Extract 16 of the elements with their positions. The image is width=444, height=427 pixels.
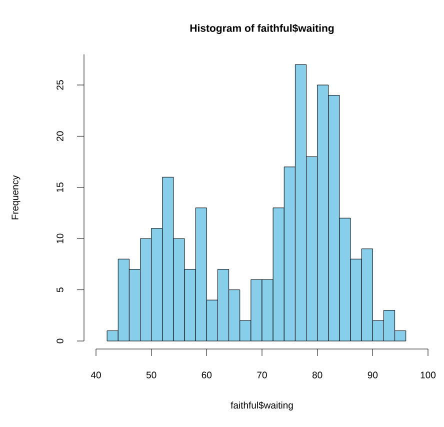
- y-axis-title: Frequency: [12, 175, 20, 220]
- x-tick-label: 80: [312, 372, 322, 378]
- x-tick-label: 50: [146, 372, 156, 378]
- y-tick-label: 5: [56, 288, 64, 292]
- x-tick-label: 100: [420, 372, 436, 378]
- x-tick-label: 70: [257, 372, 267, 378]
- y-tick-label: 25: [56, 80, 64, 90]
- y-tick-label: 15: [56, 182, 64, 192]
- x-tick-label: 90: [368, 372, 378, 378]
- y-tick-label: 10: [56, 234, 64, 244]
- y-tick-label: 20: [56, 131, 64, 141]
- y-tick-label: 0: [56, 338, 64, 344]
- x-axis-title: faithful$waiting: [230, 402, 293, 410]
- x-tick-label: 40: [90, 372, 101, 378]
- x-tick-label: 60: [202, 372, 212, 378]
- chart-title: Histogram of faithful$waiting: [190, 24, 334, 34]
